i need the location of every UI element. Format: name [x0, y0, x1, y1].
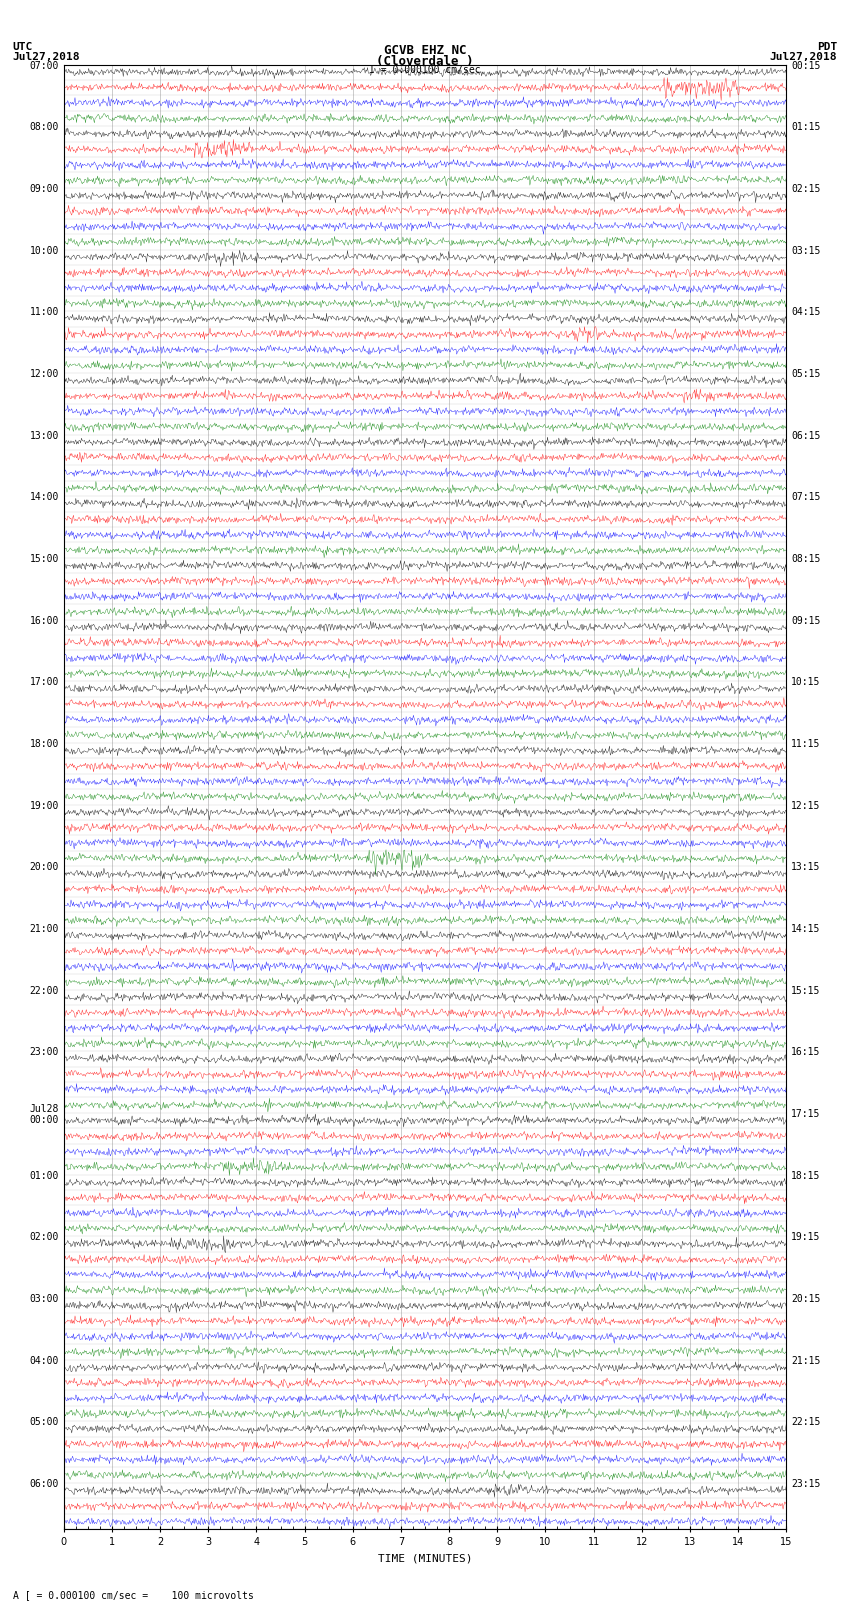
Text: UTC: UTC [13, 42, 33, 52]
Text: I = 0.000100 cm/sec: I = 0.000100 cm/sec [369, 65, 481, 74]
Text: PDT: PDT [817, 42, 837, 52]
Text: (Cloverdale ): (Cloverdale ) [377, 55, 473, 68]
X-axis label: TIME (MINUTES): TIME (MINUTES) [377, 1553, 473, 1563]
Text: A [ = 0.000100 cm/sec =    100 microvolts: A [ = 0.000100 cm/sec = 100 microvolts [13, 1590, 253, 1600]
Text: Jul27,2018: Jul27,2018 [770, 52, 837, 61]
Text: Jul27,2018: Jul27,2018 [13, 52, 80, 61]
Text: GCVB EHZ NC: GCVB EHZ NC [383, 44, 467, 58]
